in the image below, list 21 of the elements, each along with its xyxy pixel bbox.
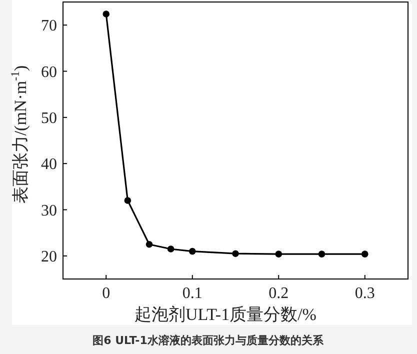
x-axis-title: 起泡剂ULT-1质量分数/% [134, 305, 316, 324]
point [124, 197, 132, 204]
y-tick-label: 20 [41, 248, 57, 266]
x-tick-label: 0 [102, 285, 110, 302]
y-tick-label: 50 [41, 110, 57, 127]
x-tick-label: 0.2 [268, 285, 289, 302]
point [146, 240, 153, 248]
point [232, 250, 239, 258]
y-tick-label: 70 [41, 18, 57, 35]
point [275, 250, 282, 258]
point [318, 250, 326, 258]
point [167, 246, 174, 252]
x-tick-label: 0.1 [182, 285, 202, 302]
y-tick-label: 30 [41, 202, 57, 220]
point [102, 10, 110, 18]
caption: 图6 ULT-1水溶液的表面张力与质量分数的关系 [92, 334, 324, 347]
y-tick-label: 40 [41, 156, 57, 174]
y-tick-label: 60 [41, 64, 57, 81]
point [361, 250, 368, 258]
point [188, 248, 196, 255]
x-tick-label: 0.3 [354, 285, 375, 302]
